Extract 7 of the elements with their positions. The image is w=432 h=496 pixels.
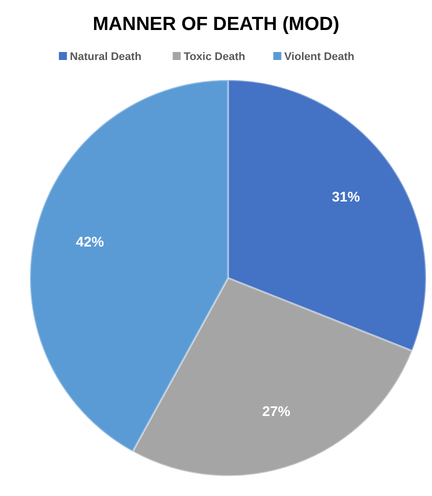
data-label: 27% [262, 402, 291, 419]
legend-label: Toxic Death [184, 51, 246, 63]
data-label: 42% [76, 233, 104, 250]
chart-title: MANNER OF DEATH (MOD) [92, 14, 340, 35]
data-label: 31% [332, 188, 360, 205]
legend-label: Natural Death [70, 51, 142, 63]
legend-label: Violent Death [284, 51, 355, 63]
